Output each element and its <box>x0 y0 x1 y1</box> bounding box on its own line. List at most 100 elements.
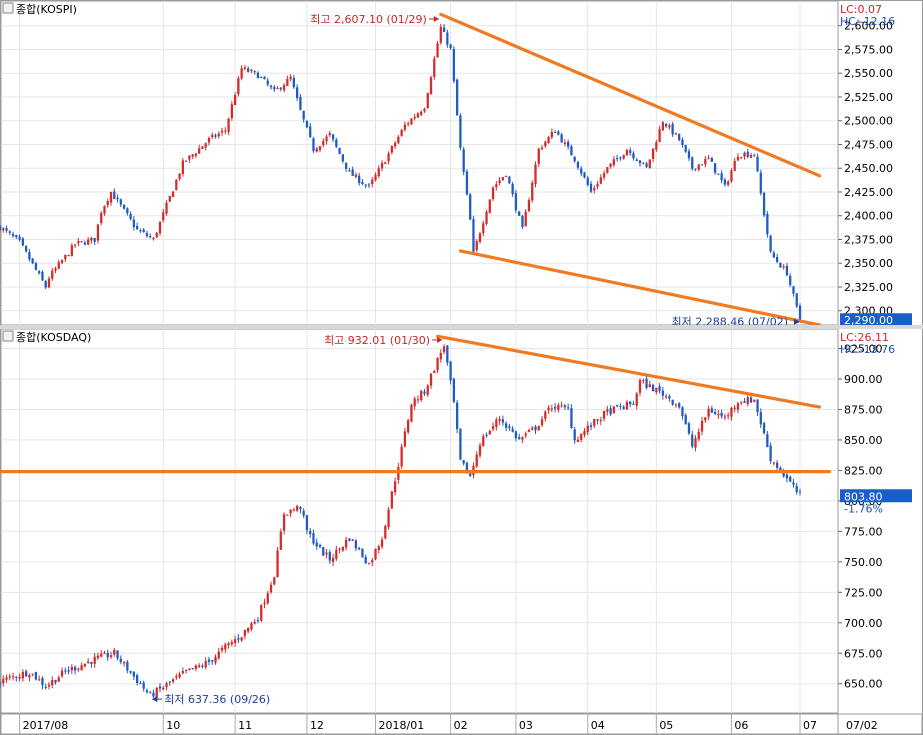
kospi-candle <box>537 148 540 164</box>
kosdaq-candle <box>204 661 207 668</box>
kosdaq-plot-area <box>0 328 839 714</box>
panel-splitter[interactable] <box>0 325 923 329</box>
kospi-candle <box>482 223 485 234</box>
kosdaq-candle <box>34 672 38 680</box>
kospi-candle <box>152 237 155 239</box>
kosdaq-candle <box>524 433 527 436</box>
kosdaq-candle <box>740 402 743 404</box>
kosdaq-candle <box>0 682 2 685</box>
kosdaq-ytick-label: 825.00 <box>844 464 883 477</box>
kosdaq-candle <box>325 552 328 555</box>
kosdaq-candle <box>508 426 511 429</box>
kosdaq-candle <box>704 417 707 421</box>
kosdaq-candle <box>145 690 149 693</box>
kospi-candle <box>31 258 34 264</box>
kosdaq-trendline-1[interactable] <box>435 334 822 409</box>
kospi-ytick-label: 2,350.00 <box>844 257 893 270</box>
kosdaq-candle <box>420 390 423 400</box>
kosdaq-candle <box>113 649 116 655</box>
kosdaq-candle <box>178 674 181 678</box>
kosdaq-candle <box>642 380 645 382</box>
kosdaq-candle <box>351 539 354 541</box>
kospi-candle <box>518 211 521 216</box>
kospi-candle <box>514 193 518 211</box>
kospi-candle <box>158 221 162 234</box>
kospi-candle <box>51 270 54 279</box>
x-tick-label: 06 <box>734 719 748 732</box>
kospi-candle <box>331 134 335 140</box>
kospi-candle <box>651 148 655 159</box>
kospi-candle <box>194 153 198 156</box>
kosdaq-candle <box>766 434 769 447</box>
kospi-candle <box>184 160 188 162</box>
kospi-candle <box>619 157 622 159</box>
kospi-candle <box>609 163 612 167</box>
kospi-candle <box>439 26 442 43</box>
kospi-title-checkbox[interactable] <box>2 2 14 14</box>
kospi-candle <box>266 80 269 85</box>
kosdaq-candle <box>498 418 501 421</box>
kosdaq-candle <box>24 671 28 677</box>
kospi-candle <box>694 168 697 170</box>
kospi-candle <box>635 159 638 161</box>
x-axis-bar <box>0 713 923 735</box>
kospi-candle <box>498 180 501 184</box>
kosdaq-candle <box>158 686 162 689</box>
kospi-candle <box>220 130 224 133</box>
kosdaq-candle <box>798 491 802 493</box>
kosdaq-candle <box>47 684 51 687</box>
kospi-candle <box>407 123 410 125</box>
kosdaq-candle <box>416 399 420 401</box>
kospi-candle <box>723 179 727 185</box>
kospi-candle <box>44 281 47 288</box>
kospi-candle <box>570 146 573 156</box>
kospi-trendline-1[interactable] <box>439 12 822 178</box>
kospi-candle <box>129 213 132 220</box>
kospi-candle <box>374 174 377 181</box>
kospi-candle <box>664 123 668 127</box>
kospi-candle <box>312 138 315 152</box>
kospi-candle <box>504 175 508 177</box>
kosdaq-title-checkbox[interactable] <box>2 330 14 342</box>
kosdaq-candle <box>175 676 178 678</box>
kospi-candle <box>100 212 103 223</box>
kospi-candle <box>38 271 41 274</box>
kosdaq-candle <box>344 539 348 548</box>
kospi-candle <box>668 125 671 128</box>
kospi-candle <box>720 173 723 181</box>
kospi-candle <box>645 163 648 167</box>
kosdaq-ytick-label: 850.00 <box>844 434 883 447</box>
kosdaq-candle <box>511 428 514 432</box>
kospi-candle <box>318 146 322 151</box>
kospi-candle <box>109 191 113 203</box>
kosdaq-candle <box>260 605 263 621</box>
kosdaq-candle <box>622 406 625 410</box>
kospi-ytick-label: 2,425.00 <box>844 186 893 199</box>
kosdaq-candle <box>478 445 482 456</box>
kosdaq-candle <box>518 437 521 439</box>
kospi-candle <box>289 76 292 80</box>
kospi-candle <box>433 58 436 78</box>
kosdaq-candle <box>44 686 47 688</box>
kospi-candle <box>772 252 776 258</box>
kospi-candle <box>648 159 651 168</box>
x-tick-label: 07 <box>803 719 817 732</box>
kospi-trendline-2[interactable] <box>458 249 822 327</box>
kosdaq-candle <box>41 678 44 686</box>
kosdaq-candle <box>100 653 103 657</box>
kospi-candle <box>782 266 785 268</box>
kosdaq-last-value-badge <box>840 489 912 503</box>
kosdaq-candle <box>194 665 198 669</box>
kospi-candle <box>416 113 420 118</box>
kosdaq-candle <box>15 676 18 679</box>
kospi-candle <box>377 168 380 177</box>
kosdaq-candle <box>759 412 762 425</box>
kospi-candle <box>198 148 201 154</box>
kosdaq-high-label: 최고 932.01 (01/30) <box>324 334 430 347</box>
kospi-ytick-label: 2,375.00 <box>844 233 893 246</box>
kospi-candle <box>175 179 178 191</box>
kospi-candle <box>472 219 475 252</box>
kospi-candle <box>273 87 276 90</box>
kosdaq-candle <box>96 655 100 658</box>
